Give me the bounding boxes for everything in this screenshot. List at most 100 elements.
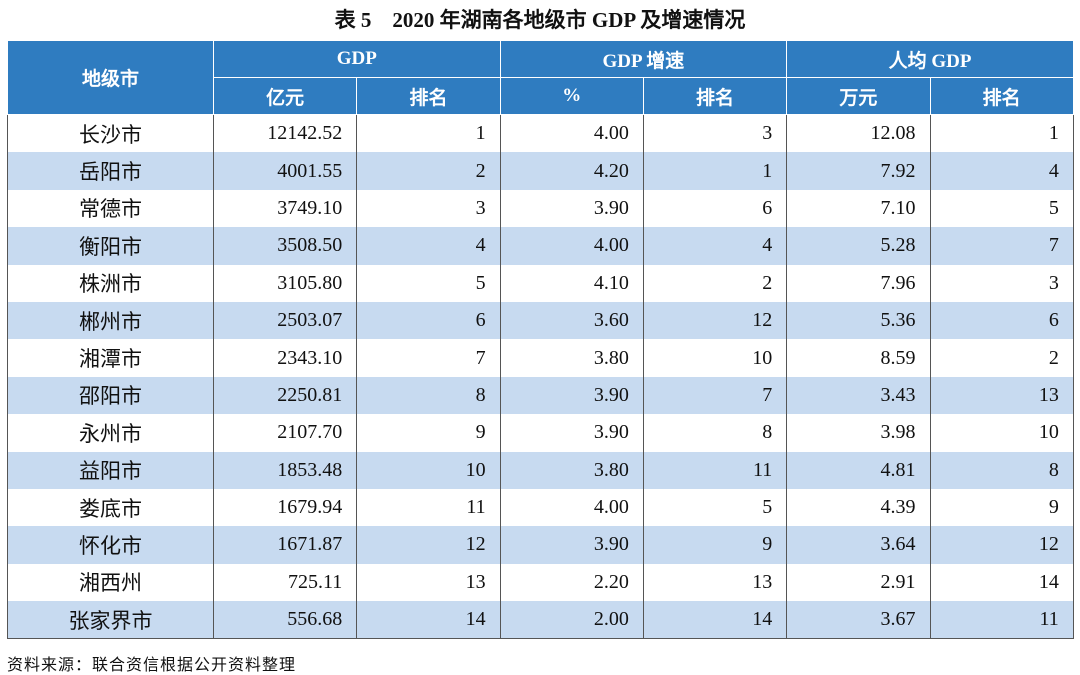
table-row: 娄底市 1679.94 11 4.00 5 4.39 9 (7, 488, 1074, 527)
value-cell: 12 (929, 526, 1074, 564)
value-cell: 3.80 (499, 339, 644, 377)
value-cell: 4 (642, 227, 788, 265)
value-cell: 13 (929, 376, 1074, 415)
value-cell: 12 (642, 301, 788, 340)
value-cell: 4 (929, 152, 1074, 190)
value-cell: 8 (929, 451, 1074, 489)
header-cell: 亿元 (212, 77, 358, 115)
value-cell: 12 (356, 526, 501, 564)
value-cell: 12.08 (786, 114, 931, 153)
city-cell: 郴州市 (7, 301, 214, 340)
value-cell: 3508.50 (212, 227, 358, 265)
table-row: 岳阳市 4001.55 2 4.20 1 7.92 4 (7, 152, 1074, 190)
value-cell: 3 (642, 114, 788, 153)
value-cell: 5 (356, 264, 501, 302)
table-row: 常德市 3749.10 3 3.90 6 7.10 5 (7, 189, 1074, 228)
value-cell: 7 (642, 376, 788, 415)
value-cell: 2107.70 (212, 414, 358, 452)
table-row: 益阳市 1853.48 10 3.80 11 4.81 8 (7, 451, 1074, 489)
value-cell: 9 (929, 488, 1074, 527)
value-cell: 3749.10 (212, 189, 358, 228)
value-cell: 2250.81 (212, 376, 358, 415)
value-cell: 3.90 (499, 189, 644, 228)
value-cell: 11 (929, 601, 1074, 640)
table-row: 怀化市 1671.87 12 3.90 9 3.64 12 (7, 526, 1074, 564)
table-row: 长沙市 12142.52 1 4.00 3 12.08 1 (7, 114, 1074, 153)
city-cell: 湘潭市 (7, 339, 214, 377)
header-cell: 排名 (929, 77, 1074, 115)
table-row: 衡阳市 3508.50 4 4.00 4 5.28 7 (7, 227, 1074, 265)
header-cell: % (499, 77, 644, 115)
value-cell: 8.59 (786, 339, 931, 377)
city-cell: 岳阳市 (7, 152, 214, 190)
value-cell: 4001.55 (212, 152, 358, 190)
table-row: 张家界市 556.68 14 2.00 14 3.67 11 (7, 601, 1074, 640)
city-cell: 株洲市 (7, 264, 214, 302)
city-cell: 湘西州 (7, 563, 214, 602)
header-cell: 排名 (642, 77, 788, 115)
value-cell: 3.98 (786, 414, 931, 452)
value-cell: 3 (356, 189, 501, 228)
table-row: 邵阳市 2250.81 8 3.90 7 3.43 13 (7, 376, 1074, 415)
table-title: 表 5 2020 年湖南各地级市 GDP 及增速情况 (334, 8, 746, 32)
header-cell: GDP 增速 (499, 40, 788, 78)
city-cell: 邵阳市 (7, 376, 214, 415)
value-cell: 13 (642, 563, 788, 602)
value-cell: 4.20 (499, 152, 644, 190)
header-cell: GDP (213, 40, 501, 78)
city-cell: 怀化市 (7, 526, 214, 564)
value-cell: 6 (642, 189, 788, 228)
value-cell: 13 (356, 563, 501, 602)
source-note: 资料来源：联合资信根据公开资料整理 (7, 657, 297, 674)
value-cell: 1671.87 (212, 526, 358, 564)
value-cell: 1679.94 (212, 488, 358, 527)
value-cell: 2 (642, 264, 788, 302)
value-cell: 1 (929, 114, 1074, 153)
table-row: 湘潭市 2343.10 7 3.80 10 8.59 2 (7, 339, 1074, 377)
value-cell: 11 (356, 488, 501, 527)
value-cell: 4.39 (786, 488, 931, 527)
value-cell: 2.91 (786, 563, 931, 602)
value-cell: 5 (929, 189, 1074, 228)
table-row: 湘西州 725.11 13 2.20 13 2.91 14 (7, 563, 1074, 602)
value-cell: 7.10 (786, 189, 931, 228)
value-cell: 1853.48 (212, 451, 358, 489)
value-cell: 2.20 (499, 563, 644, 602)
header-cell: 排名 (356, 77, 501, 115)
value-cell: 6 (929, 301, 1074, 340)
value-cell: 4.00 (499, 488, 644, 527)
value-cell: 4 (356, 227, 501, 265)
gdp-table: 地级市 GDP GDP 增速 人均 GDP 亿元 排名% 排名 万元 排名 长沙市 121… (7, 40, 1074, 640)
header-cell: 地级市 (7, 40, 214, 115)
table-row: 株洲市 3105.80 5 4.10 2 7.96 3 (7, 264, 1074, 302)
city-cell: 永州市 (7, 414, 214, 452)
value-cell: 725.11 (212, 563, 358, 602)
city-cell: 娄底市 (7, 488, 214, 527)
value-cell: 12142.52 (212, 114, 358, 153)
city-cell: 衡阳市 (7, 227, 214, 265)
value-cell: 2.00 (499, 601, 644, 640)
value-cell: 2 (929, 339, 1074, 377)
value-cell: 4.00 (499, 227, 644, 265)
value-cell: 10 (929, 414, 1074, 452)
value-cell: 3105.80 (212, 264, 358, 302)
value-cell: 10 (642, 339, 788, 377)
value-cell: 14 (356, 601, 501, 640)
city-cell: 张家界市 (7, 601, 214, 640)
value-cell: 3.60 (499, 301, 644, 340)
value-cell: 14 (929, 563, 1074, 602)
value-cell: 3.43 (786, 376, 931, 415)
value-cell: 5.28 (786, 227, 931, 265)
city-cell: 长沙市 (7, 114, 214, 153)
value-cell: 1 (356, 114, 501, 153)
value-cell: 9 (642, 526, 788, 564)
value-cell: 2343.10 (212, 339, 358, 377)
value-cell: 11 (642, 451, 788, 489)
value-cell: 14 (642, 601, 788, 640)
value-cell: 1 (642, 152, 788, 190)
table-body: 长沙市 12142.52 1 4.00 3 12.08 1 岳阳市 4001.55 2 4.20 1 7… (7, 114, 1074, 640)
value-cell: 3.90 (499, 414, 644, 452)
value-cell: 7.92 (786, 152, 931, 190)
value-cell: 10 (356, 451, 501, 489)
